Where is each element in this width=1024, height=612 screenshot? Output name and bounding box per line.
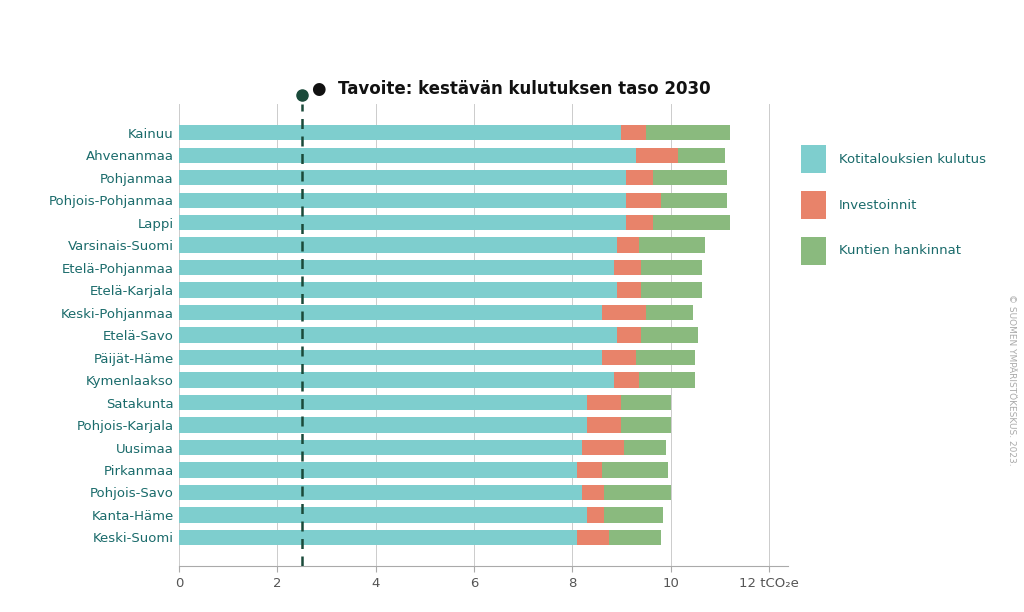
Bar [641, 327, 697, 343]
Bar [179, 417, 587, 433]
Bar [582, 485, 604, 500]
Bar [179, 193, 627, 208]
Bar [587, 507, 604, 523]
Bar [636, 350, 695, 365]
Bar [578, 530, 609, 545]
Bar [614, 372, 639, 387]
Bar [179, 530, 578, 545]
Bar [179, 327, 616, 343]
Bar [678, 147, 725, 163]
Text: © SUOMEN YMPÄRISTÖKESKUS. 2023.: © SUOMEN YMPÄRISTÖKESKUS. 2023. [1008, 294, 1016, 465]
Bar [602, 305, 646, 320]
Bar [179, 507, 587, 523]
Bar [604, 485, 671, 500]
Bar [179, 260, 614, 275]
Bar [646, 305, 692, 320]
Bar [179, 395, 587, 410]
Bar [179, 170, 627, 185]
Bar [641, 260, 702, 275]
Bar [578, 462, 602, 477]
Text: Kotitalouksien kulutus: Kotitalouksien kulutus [839, 152, 986, 166]
Bar [179, 350, 602, 365]
Bar [653, 170, 727, 185]
Bar [179, 125, 622, 140]
Bar [179, 440, 582, 455]
Bar [622, 395, 671, 410]
Bar [624, 440, 666, 455]
Bar [609, 530, 660, 545]
Bar [639, 372, 695, 387]
Bar [636, 147, 678, 163]
Bar [604, 507, 664, 523]
Bar [587, 417, 622, 433]
Bar [660, 193, 727, 208]
Bar [627, 193, 660, 208]
Bar [627, 215, 653, 230]
Bar [639, 237, 705, 253]
Bar [179, 372, 614, 387]
Bar [179, 147, 636, 163]
Bar [179, 283, 616, 298]
Bar [641, 283, 702, 298]
Bar [587, 395, 622, 410]
Bar [622, 417, 671, 433]
Text: Investoinnit: Investoinnit [839, 198, 918, 212]
Bar [179, 305, 602, 320]
Bar [622, 125, 646, 140]
Bar [602, 462, 668, 477]
Text: Kuntien hankinnat: Kuntien hankinnat [839, 244, 961, 258]
Text: Maakuntien asukaskohtaiset kulutusperäiset päästöt: Maakuntien asukaskohtaiset kulutusperäis… [198, 34, 825, 54]
Bar [614, 260, 641, 275]
Text: ●  Tavoite: kestävän kulutuksen taso 2030: ● Tavoite: kestävän kulutuksen taso 2030 [312, 80, 711, 98]
Bar [179, 237, 616, 253]
Bar [627, 170, 653, 185]
Bar [616, 283, 641, 298]
Bar [646, 125, 729, 140]
Bar [179, 485, 582, 500]
Bar [616, 327, 641, 343]
Bar [582, 440, 624, 455]
Bar [653, 215, 729, 230]
Bar [616, 237, 639, 253]
Bar [179, 215, 627, 230]
Bar [179, 462, 578, 477]
Bar [602, 350, 636, 365]
